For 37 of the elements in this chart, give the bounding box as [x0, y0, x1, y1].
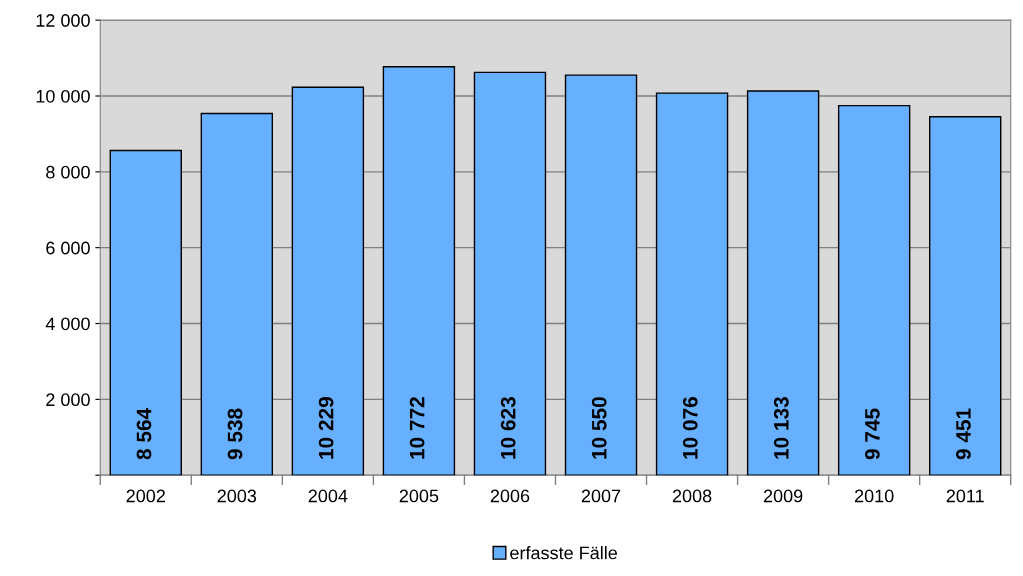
data-label: 9 538 — [227, 408, 243, 460]
x-tick-label: 2002 — [126, 489, 165, 503]
y-tick-label: 10 000 — [36, 89, 90, 103]
x-tick-label: 2011 — [946, 489, 984, 503]
data-label: 10 623 — [500, 397, 516, 459]
y-tick-label: 12 000 — [36, 14, 90, 27]
x-tick-label: 2010 — [854, 489, 894, 503]
bar — [382, 66, 456, 476]
data-label: 9 451 — [956, 408, 971, 460]
x-tick-label: 2004 — [308, 489, 348, 503]
bar — [837, 104, 911, 476]
x-tick-label: 2008 — [672, 489, 712, 503]
y-tick-label: 4 000 — [45, 317, 90, 331]
data-label: 8 564 — [136, 408, 152, 460]
bar — [655, 92, 729, 476]
x-tick-label: 2006 — [490, 489, 530, 503]
bar — [564, 74, 638, 476]
bar — [109, 149, 182, 476]
bar — [746, 90, 820, 476]
y-tick-label: 6 000 — [46, 241, 90, 255]
x-tick-label: 2007 — [581, 489, 621, 503]
data-label: 10 550 — [591, 397, 607, 459]
y-tick-label: 2 000 — [46, 393, 90, 407]
legend-label: erfasste Fälle — [510, 546, 617, 560]
x-tick-label: 2005 — [399, 489, 439, 503]
bar — [928, 116, 1002, 476]
data-label: 10 133 — [773, 397, 789, 459]
y-tick-label: 8 000 — [46, 165, 90, 179]
bar — [200, 112, 274, 476]
data-label: 10 772 — [409, 397, 425, 459]
data-label: 10 076 — [682, 397, 698, 459]
data-label: 10 229 — [318, 397, 334, 459]
bar — [291, 86, 365, 476]
data-label: 9 745 — [864, 408, 880, 460]
x-tick-label: 2003 — [217, 489, 257, 503]
bar — [473, 71, 547, 476]
x-tick-label: 2009 — [763, 489, 803, 503]
